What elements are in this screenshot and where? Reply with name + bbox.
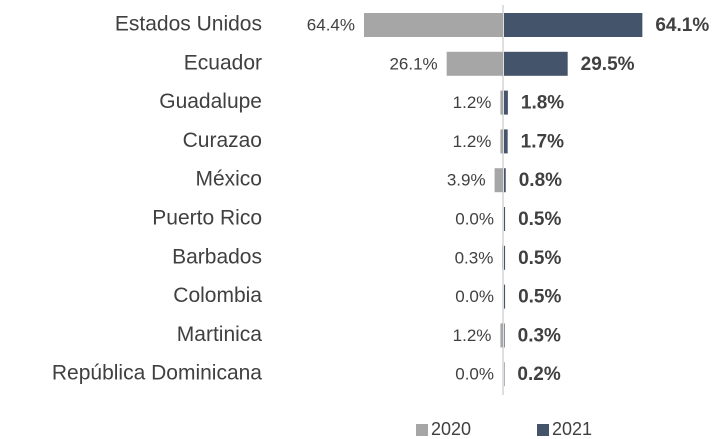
bar [504,284,506,309]
bar [500,129,503,154]
value-label: 0.5% [518,287,561,308]
legend-swatch [537,424,549,436]
bar [504,323,505,348]
value-label: 64.4% [307,15,355,34]
bar [446,51,503,76]
value-label: 0.5% [518,209,561,230]
bar [504,245,506,270]
bar [504,129,508,154]
value-label: 3.9% [447,171,486,190]
value-label: 0.0% [455,365,494,384]
value-label: 64.1% [655,15,709,36]
bar [504,168,506,193]
category-label: Colombia [173,284,262,307]
category-label: Barbados [172,245,262,268]
bar [504,90,508,115]
bar [500,323,503,348]
value-label: 26.1% [389,54,437,73]
value-label: 1.8% [521,93,564,114]
category-label: República Dominicana [52,362,262,385]
category-label: Martinica [177,323,263,346]
value-label: 0.3% [518,325,561,346]
value-label: 0.2% [517,364,560,385]
category-label: Estados Unidos [115,13,262,36]
category-label: México [195,168,262,191]
bar [504,51,568,76]
bar [504,207,506,231]
category-label: Puerto Rico [152,207,262,230]
value-label: 1.2% [453,93,492,112]
value-label: 0.3% [455,248,494,267]
value-label: 1.2% [453,326,492,345]
value-label: 29.5% [581,54,635,75]
bar [494,168,503,193]
bar [504,13,643,37]
value-label: 0.8% [519,170,562,191]
legend-label: 2021 [552,419,592,439]
value-label: 0.0% [455,287,494,306]
bar [364,13,503,37]
legend-label: 2020 [431,419,471,439]
bar [502,245,503,270]
value-label: 1.7% [521,131,564,152]
legend-swatch [416,424,428,436]
bar [500,90,503,115]
category-label: Guadalupe [159,90,262,113]
value-label: 1.2% [453,132,492,151]
category-label: Ecuador [184,51,262,74]
value-label: 0.0% [455,209,494,228]
category-label: Curazao [183,129,262,152]
value-label: 0.5% [518,248,561,269]
